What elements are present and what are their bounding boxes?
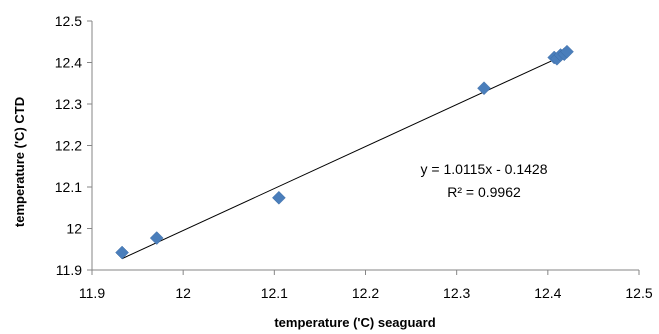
y-tick-label: 12.1 xyxy=(55,179,82,195)
trendline xyxy=(121,53,568,260)
data-point xyxy=(272,190,286,205)
y-axis-title: temperature ('C) CTD xyxy=(12,97,27,227)
x-tick-label: 12.3 xyxy=(443,285,470,301)
y-tick-label: 11.9 xyxy=(56,262,82,278)
data-point xyxy=(560,44,574,59)
x-axis-title: temperature ('C) seaguard xyxy=(274,315,435,330)
x-tick-label: 11.9 xyxy=(79,285,105,301)
y-tick-label: 12.3 xyxy=(55,96,82,112)
x-axis-ticks: 11.9 12 12.1 12.2 12.3 12.4 12.5 xyxy=(79,270,653,301)
x-tick-label: 12 xyxy=(175,285,191,301)
y-tick-label: 12.5 xyxy=(55,13,82,29)
data-point xyxy=(477,81,491,96)
y-tick-label: 12.2 xyxy=(55,138,82,154)
y-axis-ticks: 11.9 12 12.1 12.2 12.3 12.4 12.5 xyxy=(55,13,92,278)
data-point xyxy=(115,245,129,260)
x-tick-label: 12.2 xyxy=(352,285,379,301)
data-points xyxy=(115,44,574,260)
data-point xyxy=(149,231,164,245)
trendline-equation: y = 1.0115x - 0.1428 xyxy=(421,161,548,177)
y-tick-label: 12.4 xyxy=(55,55,82,71)
x-tick-label: 12.4 xyxy=(534,285,561,301)
r-squared-label: R² = 0.9962 xyxy=(447,184,521,200)
x-tick-label: 12.1 xyxy=(261,285,288,301)
y-tick-label: 12 xyxy=(66,221,82,237)
x-tick-label: 12.5 xyxy=(625,285,652,301)
